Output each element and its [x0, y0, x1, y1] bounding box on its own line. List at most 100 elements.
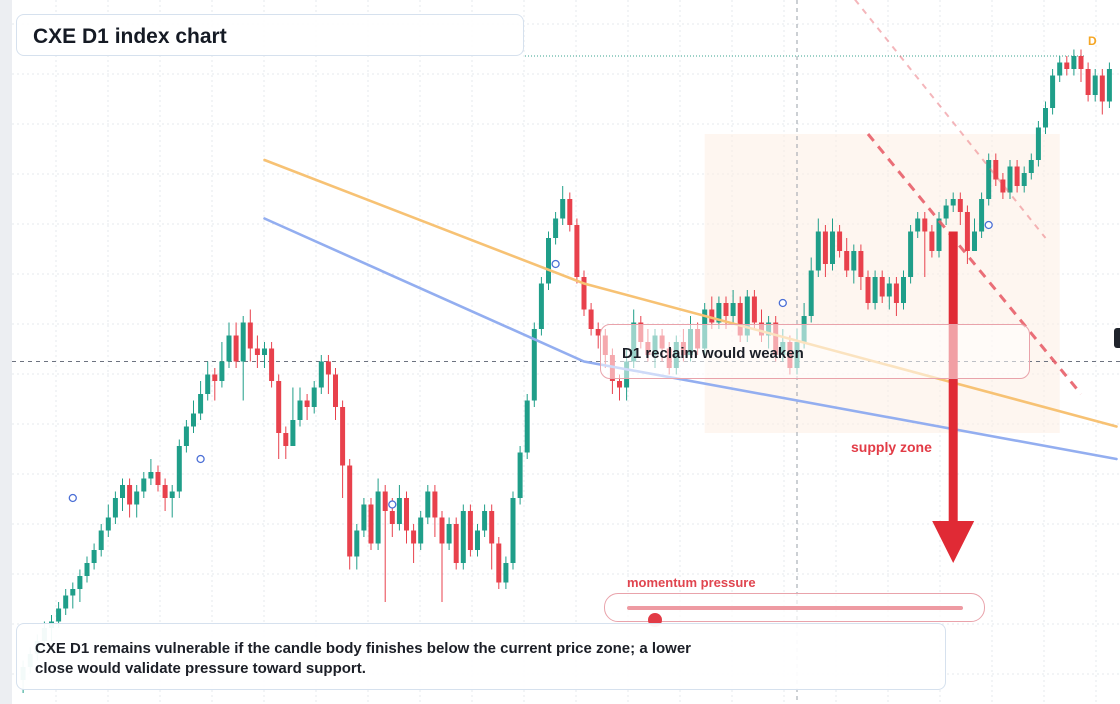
candle-body — [169, 491, 175, 498]
candle-body — [105, 517, 111, 531]
candle-body — [333, 374, 338, 407]
candle-body — [155, 472, 161, 485]
candle-body — [475, 530, 480, 550]
reclaim-callout-label: D1 reclaim would weaken — [622, 345, 804, 362]
candle-body — [943, 205, 949, 219]
signal-marker — [196, 454, 205, 464]
momentum-label: momentum pressure — [627, 575, 756, 590]
candle-body — [567, 199, 573, 225]
candle-body — [347, 465, 353, 557]
signal-marker — [388, 500, 397, 509]
signal-marker — [984, 220, 993, 230]
candle-body — [617, 381, 622, 388]
candle-body — [127, 485, 133, 505]
candle-body — [318, 361, 324, 388]
analysis-note-text: CXE D1 remains vulnerable if the candle … — [35, 640, 692, 677]
candle-body — [915, 218, 921, 232]
candle-body — [240, 322, 246, 362]
candle-body — [162, 485, 168, 498]
upper-trendline — [853, 0, 1047, 239]
candle-body — [709, 309, 715, 323]
candle-body — [865, 277, 871, 303]
candle-body — [858, 251, 864, 277]
candle-body — [524, 400, 530, 453]
candle-body — [844, 251, 850, 271]
candle-body — [716, 303, 722, 323]
candle-body — [439, 517, 445, 544]
candle-body — [304, 400, 310, 407]
candle-body — [1000, 179, 1006, 193]
candle-body — [929, 231, 935, 251]
candle-body — [1035, 127, 1041, 160]
candle-body — [453, 524, 459, 563]
candle-body — [63, 595, 69, 609]
candle-body — [276, 381, 282, 433]
candle-body — [283, 433, 289, 446]
candle-body — [311, 387, 317, 407]
candle-body — [1057, 62, 1063, 76]
candle-body — [730, 303, 736, 316]
candle-body — [91, 550, 97, 563]
candle-body — [134, 491, 140, 505]
candle-body — [247, 322, 253, 349]
candle-body — [886, 283, 892, 297]
candle-body — [503, 563, 509, 583]
candle-body — [368, 504, 374, 544]
candle-body — [986, 160, 992, 199]
signal-marker — [778, 298, 787, 308]
candle-body — [489, 511, 495, 544]
candle-body — [751, 296, 757, 323]
candle-body — [737, 303, 743, 336]
resistance-trendline — [866, 133, 1083, 395]
candle-body — [404, 498, 409, 531]
candle-body — [183, 426, 189, 446]
timeframe-badge[interactable]: D — [1088, 34, 1097, 48]
candle-body — [531, 329, 537, 401]
signal-marker — [551, 259, 560, 269]
candle-body — [560, 199, 566, 219]
candle-body — [1028, 160, 1034, 173]
candle-body — [595, 329, 601, 336]
candle-body — [467, 511, 473, 550]
candle-body — [297, 400, 303, 420]
supply-zone-label: supply zone — [851, 439, 932, 455]
candle-body — [815, 231, 821, 271]
candle-body — [77, 576, 83, 589]
candle-body — [84, 563, 90, 576]
candle-body — [148, 472, 154, 479]
candle-body — [389, 511, 395, 524]
price-axis-handle[interactable] — [1114, 328, 1120, 348]
signal-marker — [68, 493, 77, 503]
candle-body — [1007, 166, 1013, 193]
candle-body — [872, 277, 878, 303]
candle-body — [837, 231, 843, 251]
candle-body — [936, 218, 942, 251]
candle-body — [418, 517, 424, 544]
momentum-track — [627, 606, 963, 627]
candle-body — [510, 498, 516, 563]
candle-body — [212, 374, 218, 381]
reclaim-callout: D1 reclaim would weaken — [600, 324, 1030, 379]
candle-body — [191, 413, 196, 427]
candle-body — [269, 348, 275, 381]
momentum-slider[interactable] — [604, 593, 985, 627]
candle-body — [354, 530, 360, 557]
page-title: CXE D1 index chart — [33, 25, 227, 48]
candle-body — [56, 608, 62, 622]
candle-body — [972, 231, 977, 251]
trendlines — [853, 0, 1083, 395]
candle-body — [120, 485, 125, 498]
candle-body — [382, 491, 388, 511]
candle-body — [325, 361, 331, 375]
candle-body — [979, 199, 985, 232]
candle-body — [957, 199, 963, 212]
candle-body — [1021, 173, 1027, 186]
arrow-head — [932, 521, 975, 563]
candle-body — [822, 231, 828, 264]
candle-body — [546, 238, 551, 284]
signal-markers — [68, 220, 993, 509]
candle-body — [290, 420, 296, 446]
candle-body — [901, 277, 906, 303]
candle-body — [950, 199, 956, 206]
candle-body — [1085, 69, 1091, 95]
